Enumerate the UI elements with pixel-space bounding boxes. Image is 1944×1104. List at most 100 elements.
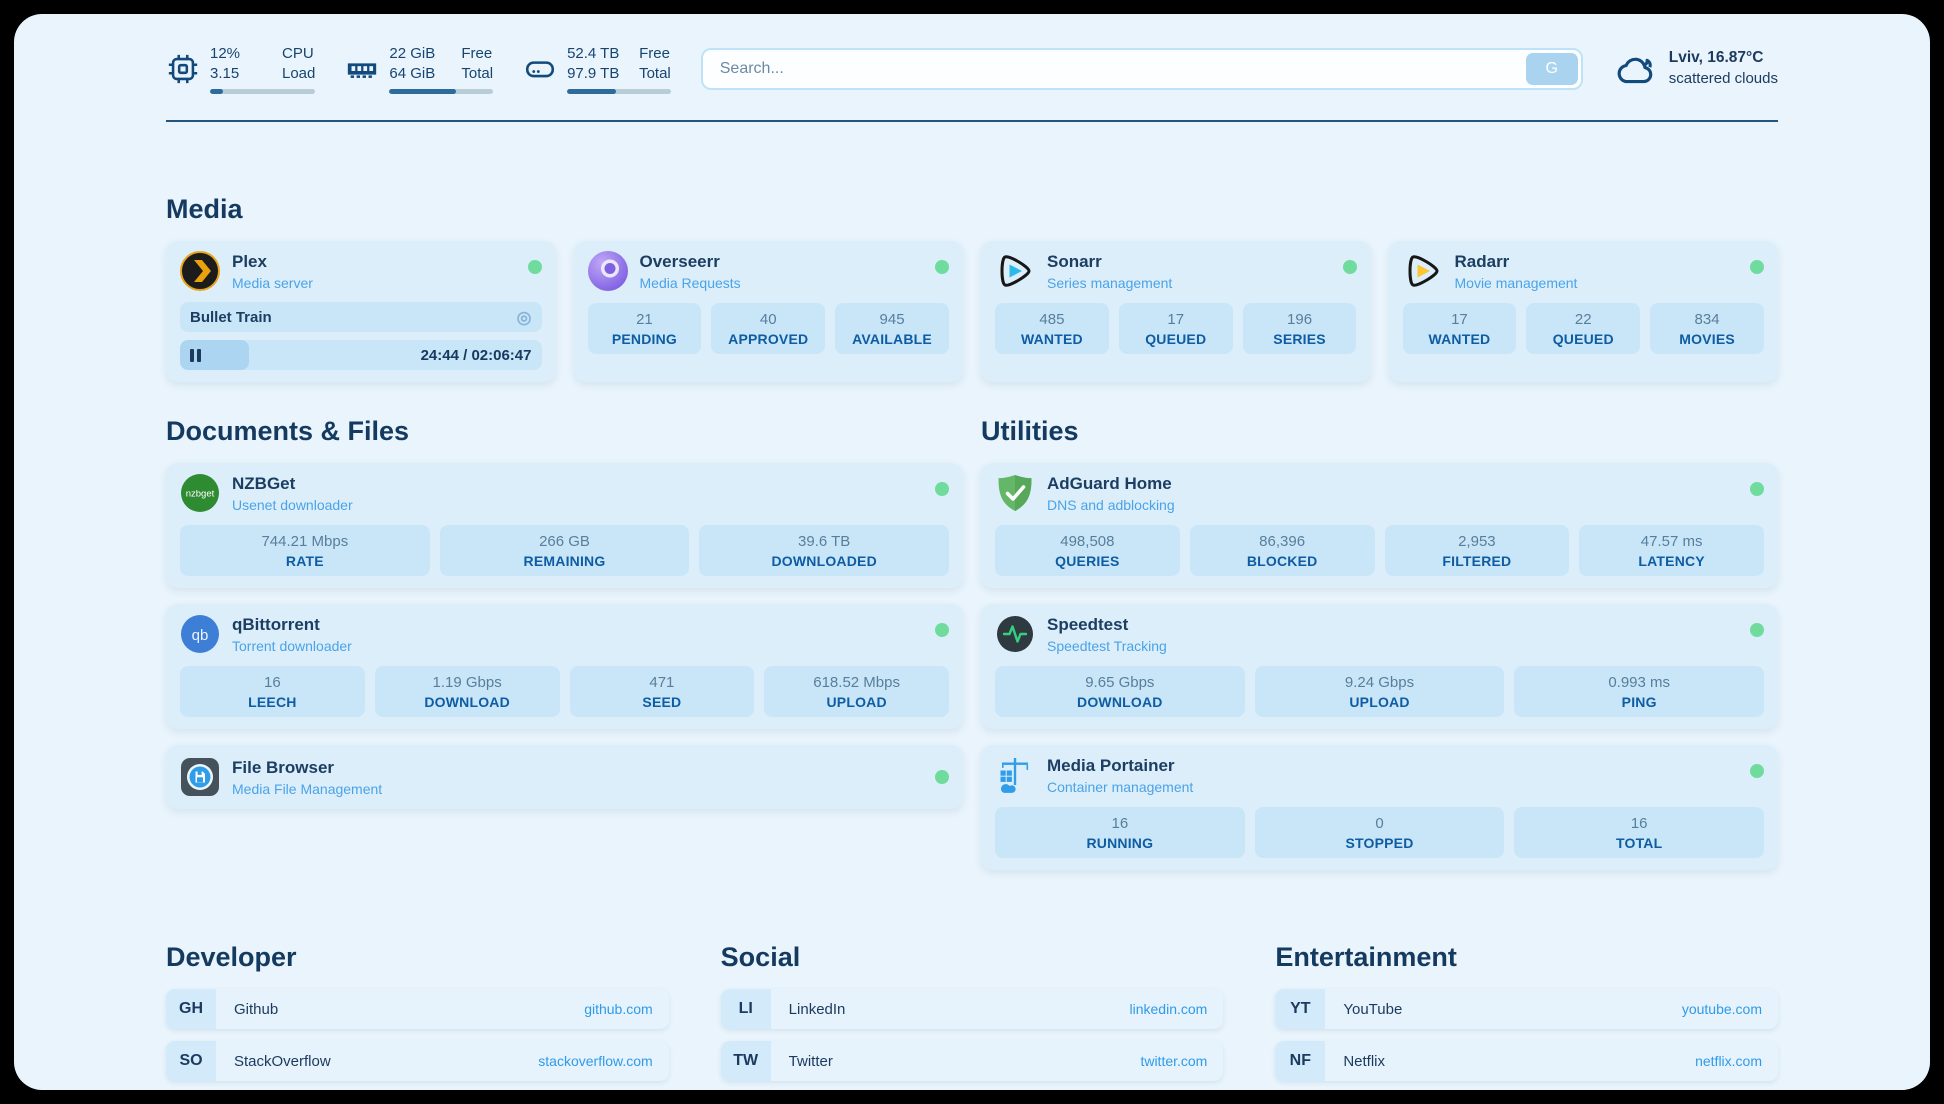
cpu-percent: 12% xyxy=(210,45,241,62)
stat-label: STOPPED xyxy=(1345,835,1414,851)
stat-value: 618.52 Mbps xyxy=(813,674,900,691)
status-online-dot xyxy=(935,623,949,637)
weather-widget[interactable]: Lviv, 16.87°C scattered clouds xyxy=(1613,48,1778,89)
disk-free: 52.4 TB xyxy=(567,45,620,62)
stat-value: 9.24 Gbps xyxy=(1344,674,1415,691)
stat-box: 16 LEECH xyxy=(180,666,365,717)
ram-free: 22 GiB xyxy=(389,45,436,62)
app-card-radarr[interactable]: Radarr Movie management 17 WANTED 22 QUE… xyxy=(1388,241,1778,382)
stat-box: 16 TOTAL xyxy=(1514,807,1765,858)
stat-box: 86,396 BLOCKED xyxy=(1189,525,1375,576)
bookmark-youtube[interactable]: YT YouTube youtube.com xyxy=(1275,989,1779,1029)
app-card-sonarr[interactable]: Sonarr Series management 485 WANTED 17 Q… xyxy=(981,241,1371,382)
app-name: qBittorrent xyxy=(232,615,320,634)
stat-box: 22 QUEUED xyxy=(1526,303,1641,354)
app-subtitle: Series management xyxy=(1047,275,1173,291)
stat-label: DOWNLOAD xyxy=(1077,694,1163,710)
cpu-stat: 12% 3.15 CPU Load xyxy=(166,44,316,94)
bookmark-name: Netflix xyxy=(1343,1052,1386,1070)
stat-value: 945 xyxy=(879,311,905,328)
section-title-social: Social xyxy=(720,942,801,972)
bookmark-github[interactable]: GH Github github.com xyxy=(166,989,669,1029)
stat-value: 471 xyxy=(649,674,675,691)
app-subtitle: Usenet downloader xyxy=(232,497,353,513)
cpu-progress-bar xyxy=(210,89,316,94)
stat-box: 40 APPROVED xyxy=(711,303,826,354)
plex-icon xyxy=(180,251,220,291)
stat-value: 196 xyxy=(1287,311,1313,328)
weather-location-temp: Lviv, 16.87°C xyxy=(1668,49,1764,67)
stat-value: 17 xyxy=(1451,311,1468,328)
app-card-plex[interactable]: Plex Media server Bullet Train ◎ 24:44 /… xyxy=(166,241,556,382)
stat-box: 16 RUNNING xyxy=(995,807,1245,858)
stat-label: AVAILABLE xyxy=(852,331,932,347)
status-online-dot xyxy=(1750,482,1764,496)
bookmark-netflix[interactable]: NF Netflix netflix.com xyxy=(1275,1041,1779,1081)
search-engine-button[interactable]: G xyxy=(1525,53,1578,85)
ram-icon xyxy=(345,52,379,86)
bookmark-url: youtube.com xyxy=(1681,1001,1763,1017)
status-online-dot xyxy=(935,260,949,274)
bookmark-stackoverflow[interactable]: SO StackOverflow stackoverflow.com xyxy=(166,1041,669,1081)
cpu-label-1: CPU xyxy=(282,45,314,62)
qbittorrent-icon: qb xyxy=(180,614,220,654)
stat-box: 9.65 Gbps DOWNLOAD xyxy=(995,666,1245,717)
section-title-entertainment: Entertainment xyxy=(1275,942,1457,972)
stat-label: DOWNLOADED xyxy=(771,553,877,569)
stat-value: 9.65 Gbps xyxy=(1085,674,1155,691)
bookmark-url: github.com xyxy=(584,1001,653,1017)
app-name: Overseerr xyxy=(639,252,720,271)
stat-box: 744.21 Mbps RATE xyxy=(180,525,430,576)
stat-box: 0.993 ms PING xyxy=(1514,666,1765,717)
status-online-dot xyxy=(935,482,949,496)
header: 12% 3.15 CPU Load xyxy=(166,14,1778,94)
disk-total: 97.9 TB xyxy=(567,64,620,82)
stat-value: 485 xyxy=(1039,311,1065,328)
header-divider xyxy=(166,120,1778,122)
bookmark-name: Twitter xyxy=(788,1052,833,1070)
bookmark-twitter[interactable]: TW Twitter twitter.com xyxy=(720,1041,1224,1081)
svg-text:nzbget: nzbget xyxy=(186,489,215,500)
disk-stat: 52.4 TB 97.9 TB Free Total xyxy=(523,44,671,94)
filebrowser-icon xyxy=(180,757,220,797)
ram-label-1: Free xyxy=(461,45,493,62)
stat-box: 17 QUEUED xyxy=(1118,303,1233,354)
stat-box: 485 WANTED xyxy=(995,303,1109,354)
app-subtitle: Media File Management xyxy=(232,781,383,797)
cloud-icon xyxy=(1613,51,1657,87)
bookmark-url: stackoverflow.com xyxy=(538,1053,653,1069)
weather-condition: scattered clouds xyxy=(1668,70,1778,88)
stat-label: BLOCKED xyxy=(1246,553,1318,569)
bookmark-name: StackOverflow xyxy=(234,1052,331,1070)
bookmark-linkedin[interactable]: LI LinkedIn linkedin.com xyxy=(720,989,1224,1029)
cpu-label-2: Load xyxy=(282,64,316,82)
stat-value: 86,396 xyxy=(1259,533,1306,550)
stat-value: 0 xyxy=(1375,815,1384,832)
bookmark-abbr: LI xyxy=(720,989,771,1029)
section-title-developer: Developer xyxy=(166,942,297,972)
portainer-icon xyxy=(995,755,1035,795)
bookmark-abbr: SO xyxy=(166,1041,216,1081)
section-title-media: Media xyxy=(166,194,243,224)
search-input[interactable] xyxy=(705,60,1526,78)
app-card-overseerr[interactable]: Overseerr Media Requests 21 PENDING 40 A… xyxy=(573,241,963,382)
app-card-nzbget[interactable]: nzbget NZBGet Usenet downloader 744.21 M… xyxy=(166,463,963,588)
stat-label: LATENCY xyxy=(1638,553,1705,569)
app-card-adguard[interactable]: AdGuard Home DNS and adblocking 498,508 … xyxy=(981,463,1778,588)
app-card-speedtest[interactable]: Speedtest Speedtest Tracking 9.65 Gbps D… xyxy=(981,604,1778,729)
now-playing-title-row: Bullet Train ◎ xyxy=(180,302,542,332)
nzbget-icon: nzbget xyxy=(180,473,220,513)
disk-label-2: Total xyxy=(639,64,671,82)
ram-progress-bar xyxy=(389,89,494,94)
stat-value: 16 xyxy=(1630,815,1648,832)
stat-box: 0 STOPPED xyxy=(1254,807,1505,858)
stat-label: PENDING xyxy=(611,331,677,347)
app-card-qbittorrent[interactable]: qb qBittorrent Torrent downloader 16 LEE… xyxy=(166,604,963,729)
stat-label: FILTERED xyxy=(1442,553,1512,569)
disk-progress-bar xyxy=(567,89,671,94)
app-card-portainer[interactable]: Media Portainer Container management 16 … xyxy=(981,745,1778,870)
stat-label: UPLOAD xyxy=(826,694,887,710)
stat-label: QUEUED xyxy=(1145,331,1207,347)
app-card-filebrowser[interactable]: File Browser Media File Management xyxy=(166,745,963,809)
bookmark-name: YouTube xyxy=(1343,1000,1403,1018)
